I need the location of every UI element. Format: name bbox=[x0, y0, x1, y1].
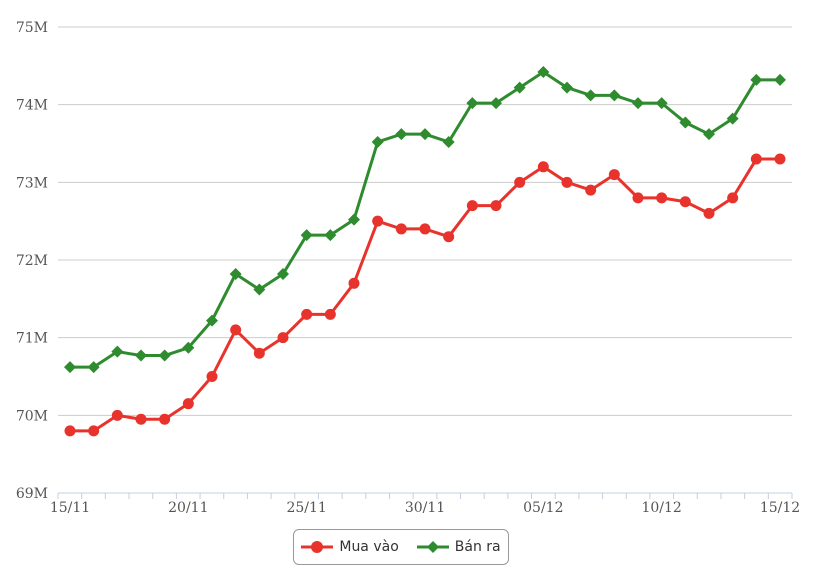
data-point[interactable] bbox=[64, 361, 76, 374]
circle-marker-icon bbox=[301, 541, 334, 553]
data-point[interactable] bbox=[443, 231, 455, 243]
data-point[interactable] bbox=[774, 73, 786, 86]
x-tick-label: 15/11 bbox=[50, 500, 90, 516]
data-point[interactable] bbox=[750, 153, 762, 165]
x-tick-label: 10/12 bbox=[641, 500, 681, 516]
x-tick-label: 15/12 bbox=[760, 500, 800, 516]
y-tick-label: 70M bbox=[16, 408, 48, 424]
data-point[interactable] bbox=[608, 89, 621, 102]
legend-label-ban-ra: Bán ra bbox=[454, 539, 501, 555]
data-point[interactable] bbox=[656, 192, 668, 204]
data-point[interactable] bbox=[608, 169, 620, 181]
x-tick-label: 20/11 bbox=[168, 500, 208, 516]
data-point[interactable] bbox=[230, 324, 242, 336]
data-point[interactable] bbox=[348, 213, 360, 226]
y-tick-label: 73M bbox=[16, 175, 48, 191]
diamond-marker-icon bbox=[416, 541, 449, 553]
legend: Mua vào Bán ra bbox=[293, 529, 509, 565]
y-axis-ticks: 69M 70M 71M 72M 73M 74M 75M bbox=[16, 20, 48, 502]
data-point[interactable] bbox=[726, 112, 739, 125]
data-point[interactable] bbox=[632, 192, 644, 204]
y-tick-label: 71M bbox=[16, 331, 48, 347]
data-point[interactable] bbox=[561, 176, 573, 188]
data-point[interactable] bbox=[774, 153, 786, 165]
grid-lines bbox=[58, 26, 792, 416]
data-point[interactable] bbox=[632, 97, 644, 110]
data-point[interactable] bbox=[253, 283, 266, 296]
data-point[interactable] bbox=[229, 267, 242, 280]
data-point[interactable] bbox=[727, 192, 739, 204]
data-point[interactable] bbox=[537, 161, 549, 173]
data-point[interactable] bbox=[514, 176, 526, 188]
y-tick-label: 69M bbox=[16, 486, 48, 502]
data-point[interactable] bbox=[679, 116, 692, 129]
data-point[interactable] bbox=[490, 200, 502, 212]
data-point[interactable] bbox=[111, 409, 123, 421]
y-tick-label: 75M bbox=[16, 20, 48, 36]
data-point[interactable] bbox=[324, 229, 337, 242]
data-point[interactable] bbox=[277, 332, 289, 344]
series-markers bbox=[64, 66, 786, 437]
data-point[interactable] bbox=[750, 73, 763, 86]
data-point[interactable] bbox=[253, 347, 265, 359]
data-point[interactable] bbox=[490, 97, 502, 110]
data-point[interactable] bbox=[537, 66, 550, 79]
data-point[interactable] bbox=[655, 97, 668, 110]
data-point[interactable] bbox=[466, 200, 478, 212]
series-line-0 bbox=[70, 157, 780, 433]
data-point[interactable] bbox=[348, 277, 360, 289]
line-chart: 69M 70M 71M 72M 73M 74M 75M 15/11 20/11 25/11 30/… bbox=[16, 20, 800, 516]
data-point[interactable] bbox=[159, 413, 171, 425]
data-point[interactable] bbox=[584, 89, 597, 102]
data-point[interactable] bbox=[561, 81, 573, 94]
data-point[interactable] bbox=[395, 128, 408, 141]
series-line-1 bbox=[70, 70, 780, 369]
data-point[interactable] bbox=[111, 345, 124, 358]
data-point[interactable] bbox=[395, 223, 407, 235]
data-point[interactable] bbox=[206, 371, 218, 382]
data-point[interactable] bbox=[372, 215, 384, 227]
legend-label-mua-vao: Mua vào bbox=[339, 539, 399, 555]
x-tick-label: 05/12 bbox=[523, 500, 563, 516]
x-tick-label: 30/11 bbox=[405, 500, 445, 516]
data-point[interactable] bbox=[679, 196, 691, 208]
data-point[interactable] bbox=[324, 308, 336, 320]
data-point[interactable] bbox=[182, 341, 195, 354]
data-point[interactable] bbox=[206, 314, 218, 327]
data-point[interactable] bbox=[703, 207, 715, 219]
data-point[interactable] bbox=[64, 425, 76, 437]
data-point[interactable] bbox=[182, 398, 194, 410]
data-point[interactable] bbox=[135, 413, 147, 425]
legend-item-ban-ra[interactable]: Bán ra bbox=[416, 539, 501, 555]
data-point[interactable] bbox=[300, 229, 313, 242]
data-point[interactable] bbox=[158, 349, 171, 362]
x-tick-label: 25/11 bbox=[286, 500, 326, 516]
data-point[interactable] bbox=[301, 308, 313, 320]
series-lines bbox=[70, 70, 780, 433]
data-point[interactable] bbox=[88, 425, 100, 437]
data-point[interactable] bbox=[371, 135, 384, 148]
data-point[interactable] bbox=[585, 184, 597, 196]
y-tick-label: 74M bbox=[16, 98, 48, 114]
legend-item-mua-vao[interactable]: Mua vào bbox=[301, 539, 399, 555]
data-point[interactable] bbox=[466, 97, 479, 110]
data-point[interactable] bbox=[703, 128, 715, 141]
data-point[interactable] bbox=[419, 223, 431, 235]
data-point[interactable] bbox=[419, 128, 431, 141]
data-point[interactable] bbox=[513, 81, 526, 94]
data-point[interactable] bbox=[135, 349, 147, 362]
data-point[interactable] bbox=[277, 267, 289, 280]
y-tick-label: 72M bbox=[16, 253, 48, 269]
x-axis: 15/11 20/11 25/11 30/11 05/12 10/12 15/12 bbox=[50, 492, 800, 516]
data-point[interactable] bbox=[87, 361, 100, 374]
data-point[interactable] bbox=[442, 135, 455, 148]
